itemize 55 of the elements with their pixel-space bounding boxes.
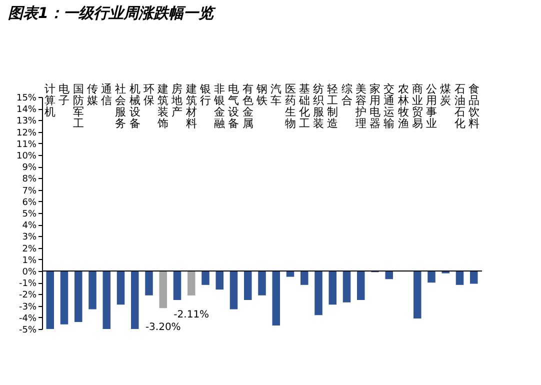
x-tick-label: 交通运输: [384, 82, 395, 130]
x-tick-label: 通信: [101, 82, 112, 107]
x-tick-label: 轻工制造: [327, 82, 338, 130]
x-tick-label: 纺织服装: [313, 82, 324, 130]
y-tick-label: 11%: [16, 140, 37, 150]
y-tick-label: 15%: [16, 94, 37, 104]
x-tick-label: 商业贸易: [412, 82, 423, 130]
x-tick-label: 非银金融: [213, 82, 226, 130]
y-tick-label: 3%: [22, 232, 37, 243]
x-tick-label: 建筑材料: [184, 82, 197, 130]
x-tick-label: 房地产: [170, 82, 183, 118]
x-tick-label: 国防军工: [72, 82, 84, 130]
x-tick-label: 有色金属: [242, 82, 254, 130]
x-tick-label: 综合: [341, 82, 352, 107]
x-tick-label: 医药生物: [284, 82, 296, 130]
x-tick-label: 农林牧渔: [396, 82, 409, 130]
y-tick-label: 0%: [22, 268, 37, 278]
y-tick-label: 14%: [16, 105, 37, 116]
x-tick-label: 煤炭: [440, 82, 452, 107]
y-tick-label: -3%: [18, 302, 37, 312]
data-label: -2.11%: [174, 309, 210, 320]
y-tick-label: 2%: [22, 244, 37, 254]
x-tick-label: 机械设备: [129, 82, 140, 130]
y-tick-label: -4%: [18, 314, 37, 324]
y-tick-label: -5%: [18, 326, 37, 336]
y-tick-label: 1%: [22, 256, 37, 266]
y-tick-label: 7%: [22, 186, 37, 196]
y-tick-label: 8%: [22, 174, 37, 185]
x-tick-label: 钢铁: [256, 82, 268, 107]
x-tick-label: 计算机: [44, 82, 56, 118]
x-tick-label: 汽车: [270, 82, 282, 107]
x-tick-label: 食品饮料: [467, 82, 480, 130]
x-tick-label: 社会服务: [115, 82, 126, 130]
x-tick-label: 传媒: [87, 82, 98, 107]
y-tick-label: 4%: [22, 221, 37, 232]
x-tick-label: 基础化工: [298, 82, 310, 130]
y-tick-label: 6%: [22, 198, 37, 208]
y-tick-label: 12%: [16, 128, 37, 138]
x-tick-label: 银行: [199, 82, 211, 107]
x-tick-label: 美容护理: [354, 82, 366, 130]
y-tick-label: -2%: [18, 290, 37, 301]
x-tick-label: 石油石化: [454, 82, 466, 130]
x-tick-label: 电气设备: [228, 82, 240, 130]
y-tick-label: 9%: [22, 163, 37, 174]
y-tick-label: 10%: [16, 152, 37, 162]
x-tick-label: 环保: [144, 82, 154, 107]
data-label: -3.20%: [145, 322, 181, 334]
y-tick-label: 13%: [16, 116, 37, 127]
y-tick-label: 5%: [22, 210, 37, 220]
x-tick-label: 电子: [58, 82, 70, 107]
x-tick-label: 家用电器: [370, 82, 380, 130]
chart-title: 图表1：一级行业周涨跌幅一览: [8, 4, 216, 22]
y-tick-label: -1%: [18, 279, 37, 290]
x-tick-label: 公用事业: [426, 82, 437, 130]
x-tick-label: 建筑装饰: [156, 82, 169, 130]
